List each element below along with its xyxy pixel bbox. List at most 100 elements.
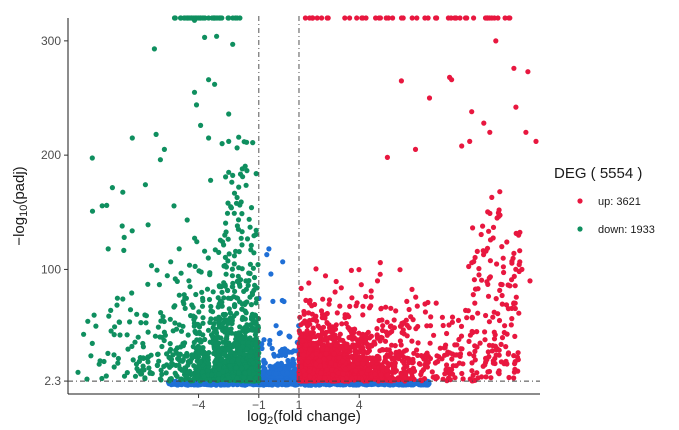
down-point xyxy=(230,374,236,380)
down-point xyxy=(121,234,127,240)
up-point xyxy=(483,312,489,319)
down-point xyxy=(253,171,259,177)
up-point xyxy=(338,285,344,291)
down-point xyxy=(231,303,238,309)
up-point xyxy=(298,285,304,291)
up-point xyxy=(504,331,510,337)
nonsig-point xyxy=(286,365,292,371)
down-point xyxy=(238,199,244,205)
down-point xyxy=(84,376,90,382)
down-point xyxy=(236,370,242,376)
down-point xyxy=(176,351,182,357)
up-point xyxy=(485,369,491,375)
down-point xyxy=(247,224,253,230)
up-point xyxy=(323,351,329,357)
up-point xyxy=(318,370,324,376)
down-point xyxy=(209,372,215,378)
up-point xyxy=(317,325,323,331)
down-point xyxy=(206,15,212,21)
up-point xyxy=(486,275,492,281)
up-point xyxy=(337,331,343,337)
down-point xyxy=(93,323,99,329)
down-point xyxy=(191,376,197,382)
up-point xyxy=(458,323,465,329)
up-point xyxy=(505,351,511,357)
up-point xyxy=(480,223,486,229)
down-point xyxy=(159,343,165,350)
down-point xyxy=(154,362,160,368)
up-point xyxy=(424,323,430,329)
up-point xyxy=(314,318,320,324)
up-point xyxy=(378,372,384,378)
up-point xyxy=(515,350,521,356)
up-point xyxy=(471,353,477,359)
up-point xyxy=(512,333,518,339)
up-point xyxy=(511,353,517,359)
down-point xyxy=(172,320,178,326)
up-point xyxy=(509,316,515,322)
up-point xyxy=(374,278,381,284)
down-point xyxy=(152,333,158,339)
down-point xyxy=(189,302,195,308)
up-point xyxy=(511,361,518,367)
down-point xyxy=(143,313,149,319)
up-point xyxy=(360,303,366,309)
down-point xyxy=(136,358,142,364)
down-point xyxy=(237,171,244,177)
up-point xyxy=(506,374,512,381)
down-point xyxy=(200,345,206,351)
up-point xyxy=(509,260,515,266)
nonsig-point xyxy=(261,337,267,343)
up-point xyxy=(471,277,477,283)
down-point xyxy=(230,172,236,178)
down-point xyxy=(145,222,151,228)
up-point xyxy=(450,371,456,377)
nonsig-point xyxy=(260,370,266,376)
down-point xyxy=(156,358,162,364)
up-point xyxy=(424,359,431,366)
up-point xyxy=(382,357,388,363)
up-point xyxy=(472,357,478,363)
down-point xyxy=(223,229,229,235)
up-point xyxy=(300,368,307,374)
nonsig-point xyxy=(266,246,272,252)
down-point xyxy=(200,332,206,338)
up-point xyxy=(308,330,314,336)
up-point xyxy=(321,337,327,343)
x-axis-title: log2(fold change) xyxy=(247,408,361,427)
down-point xyxy=(225,287,231,294)
up-point xyxy=(387,352,393,358)
down-point xyxy=(221,312,227,318)
down-point xyxy=(164,362,170,368)
up-point xyxy=(452,342,458,348)
down-point xyxy=(115,360,121,366)
up-point xyxy=(378,334,384,340)
up-point xyxy=(481,120,487,126)
down-point xyxy=(250,318,257,324)
up-point xyxy=(437,345,443,351)
down-point xyxy=(216,283,222,289)
up-point xyxy=(511,250,517,256)
down-point xyxy=(229,273,235,279)
down-point xyxy=(247,375,253,381)
up-point xyxy=(399,358,406,364)
up-point xyxy=(409,338,415,344)
up-point xyxy=(477,340,483,346)
down-point xyxy=(239,166,245,172)
down-point xyxy=(182,15,188,21)
up-point xyxy=(474,344,480,350)
down-point xyxy=(239,211,245,217)
down-point xyxy=(200,298,206,304)
down-point xyxy=(229,266,235,272)
up-point xyxy=(422,309,428,315)
down-point xyxy=(157,376,163,382)
up-point xyxy=(409,370,415,377)
up-point xyxy=(433,15,440,21)
up-point xyxy=(466,338,472,344)
up-point xyxy=(523,129,529,135)
up-point xyxy=(448,15,454,21)
down-point xyxy=(168,259,174,265)
down-point xyxy=(226,111,232,117)
up-point xyxy=(390,15,396,21)
